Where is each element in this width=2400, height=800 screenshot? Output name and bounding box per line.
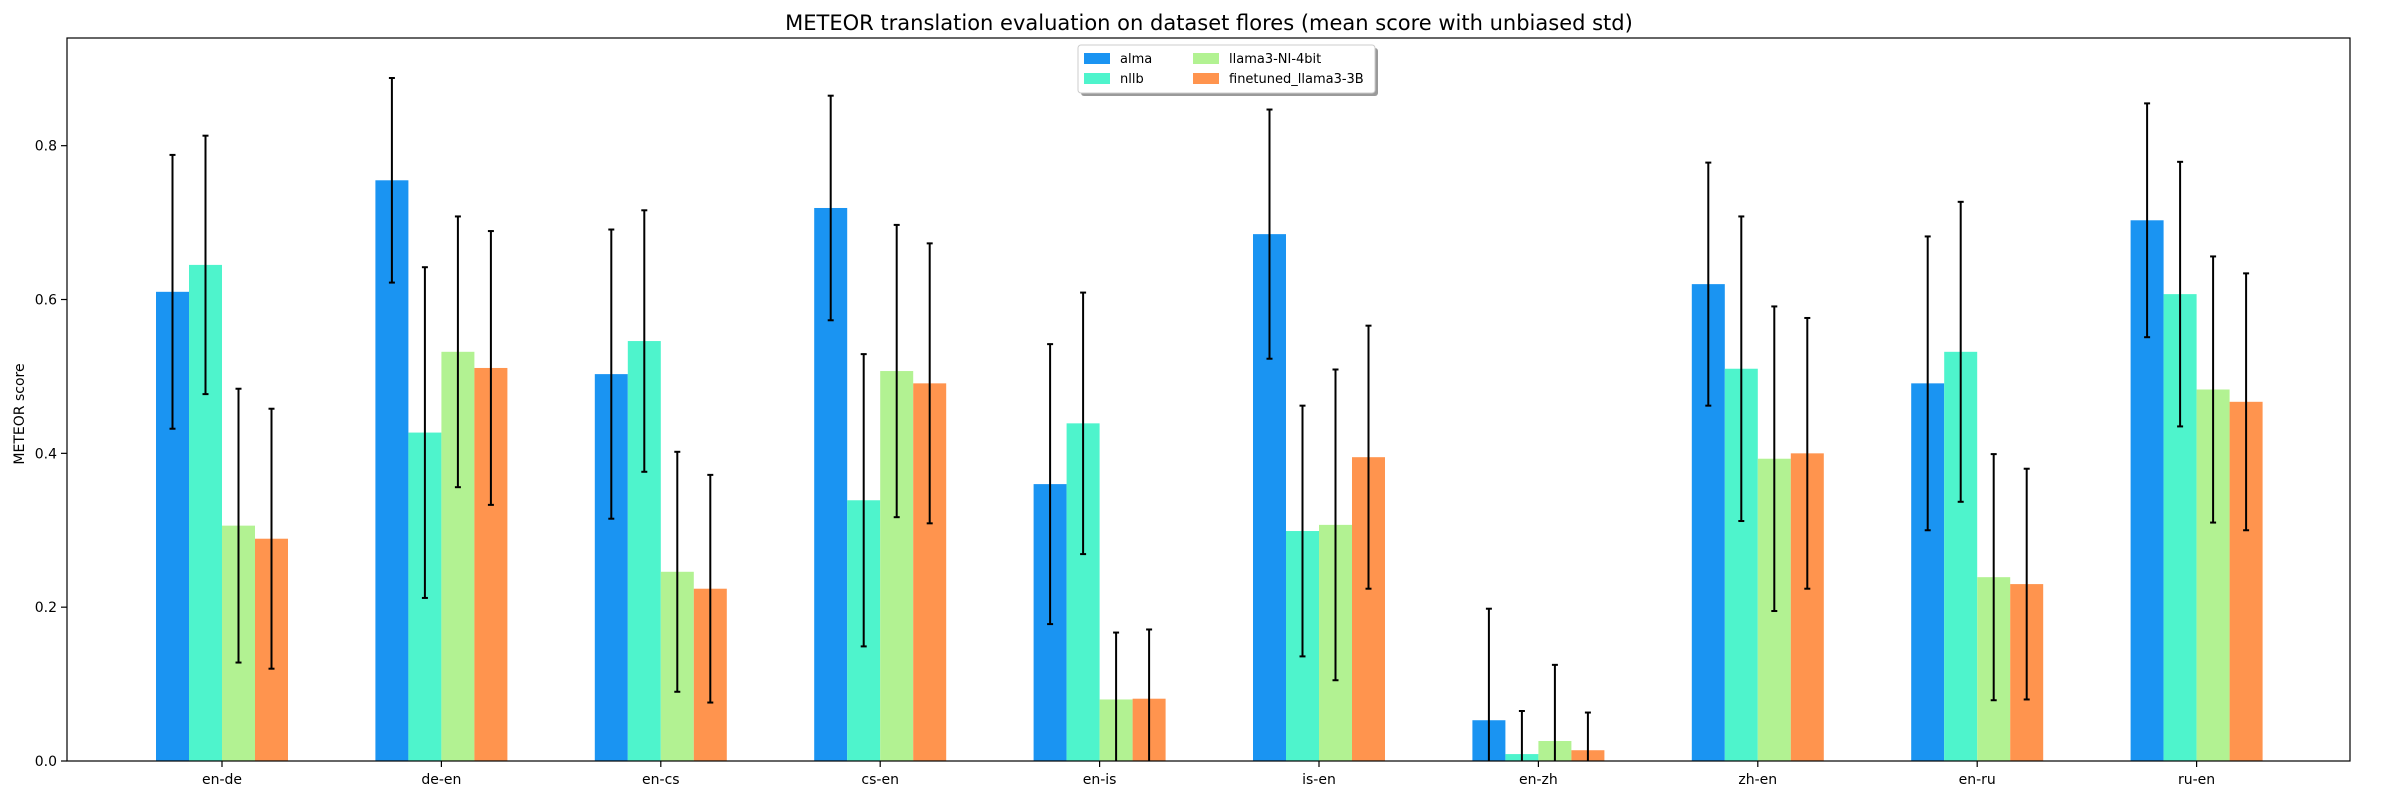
x-tick-label: en-is [1083, 772, 1117, 788]
y-tick-label: 0.8 [35, 139, 57, 155]
legend-swatch-nllb [1084, 73, 1110, 84]
legend-swatch-llama3-NI-4bit [1193, 53, 1219, 64]
y-axis-label: METEOR score [12, 363, 28, 464]
legend-label-nllb: nllb [1120, 72, 1144, 87]
legend-label-alma: alma [1120, 52, 1152, 67]
x-tick-label: en-cs [642, 772, 680, 788]
legend-label-llama3-NI-4bit: llama3-NI-4bit [1229, 52, 1321, 67]
plot-frame [66, 37, 2351, 762]
x-tick-label: ru-en [2178, 772, 2215, 788]
x-tick-label: en-de [202, 772, 242, 788]
x-tick-label: en-zh [1519, 772, 1558, 788]
plot-area: 0.0 0.2 0.4 0.6 0.8 en-de de-en en-cs cs-en en-is… [35, 76, 2263, 788]
y-tick-label: 0.2 [35, 600, 57, 616]
legend: alma nllb llama3-NI-4bit finetuned_llama3-3… [1077, 44, 1378, 96]
x-tick-label: de-en [421, 772, 461, 788]
x-tick-label: en-ru [1959, 772, 1996, 788]
x-tick-label: is-en [1302, 772, 1336, 788]
legend-box [1077, 44, 1376, 94]
y-tick-label: 0.0 [35, 754, 57, 770]
legend-swatch-finetuned_llama3-3B [1193, 73, 1219, 84]
chart-title: METEOR translation evaluation on dataset… [785, 11, 1633, 35]
legend-swatch-alma [1084, 53, 1110, 64]
legend-label-finetuned_llama3-3B: finetuned_llama3-3B [1229, 72, 1364, 87]
y-tick-label: 0.4 [35, 446, 57, 462]
y-tick-label: 0.6 [35, 293, 57, 309]
x-tick-label: cs-en [861, 772, 899, 788]
x-tick-label: zh-en [1738, 772, 1777, 788]
